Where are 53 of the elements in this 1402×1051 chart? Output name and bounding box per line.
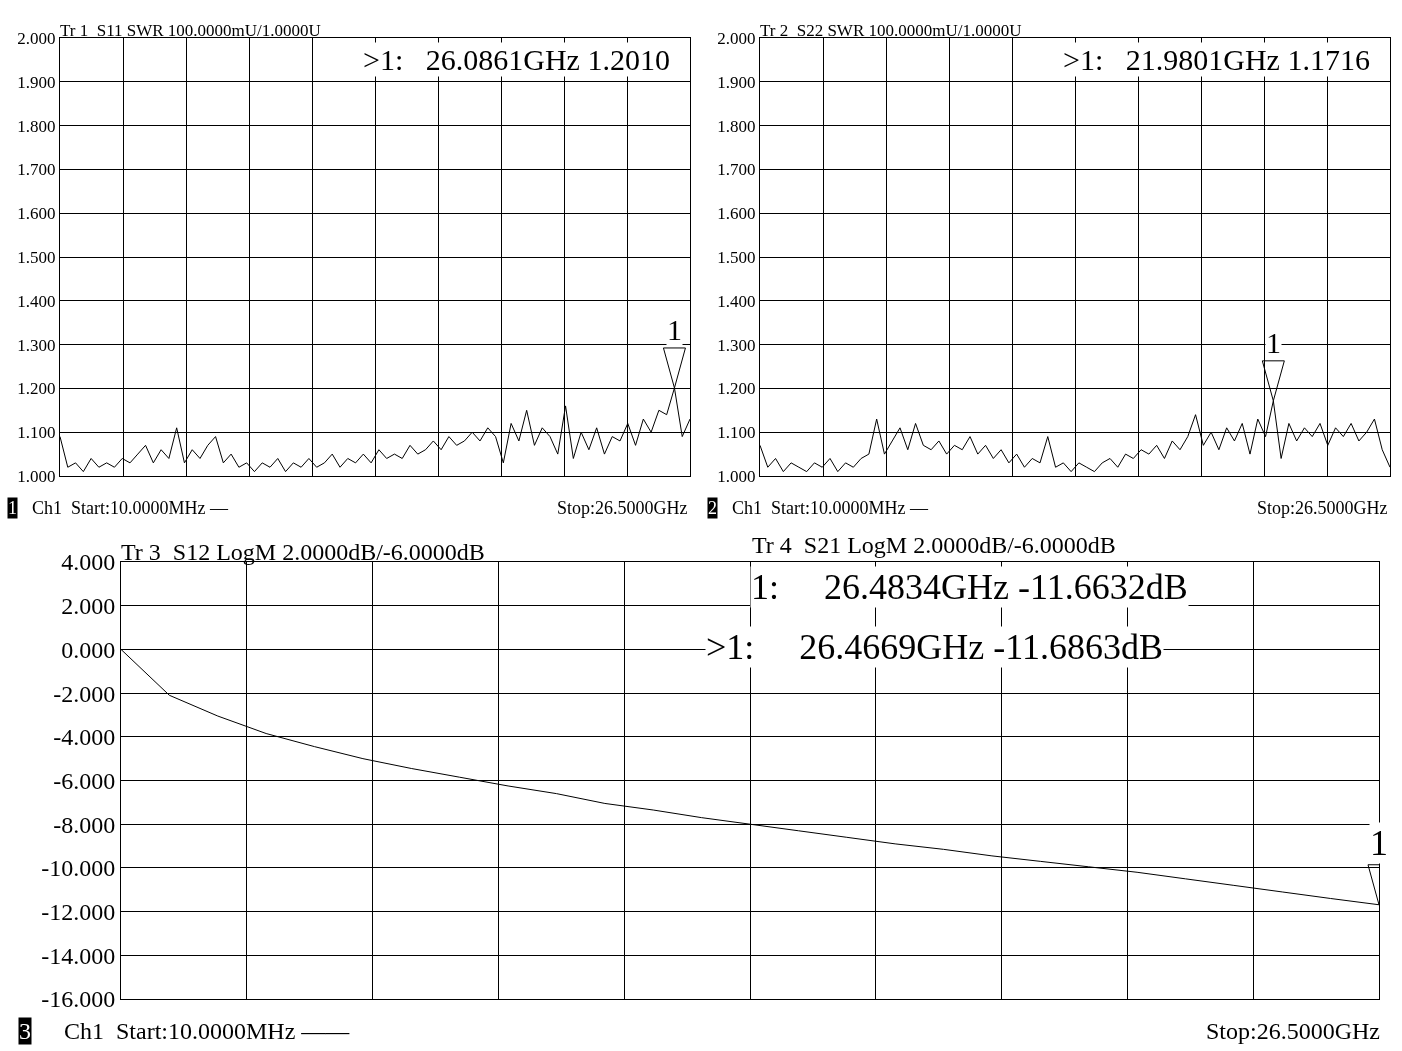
y-tick-label: 1.600	[17, 204, 56, 224]
y-tick-label: -6.000	[53, 767, 116, 794]
text: Stop:26.5000GHz	[1206, 1018, 1380, 1044]
text: Ch1 Start:10.0000MHz —	[32, 498, 229, 518]
y-tick-label: 1.000	[17, 466, 56, 486]
text: Stop:26.5000GHz	[557, 498, 688, 518]
chart-title: Tr 2 S22 SWR 100.0000mU/1.0000U	[760, 21, 1022, 40]
y-tick-label: 1.200	[717, 379, 756, 399]
annotation: >1: 26.4669GHz -11.6863dB	[706, 627, 1163, 667]
y-tick-label: -2.000	[53, 680, 116, 707]
y-tick-label: -10.000	[41, 855, 116, 882]
y-tick-label: 1.400	[717, 291, 756, 311]
annotation: >1: 26.0861GHz 1.2010	[363, 43, 670, 76]
y-tick-label: 2.000	[17, 28, 56, 48]
y-tick-label: 1.000	[717, 466, 756, 486]
y-tick-label: 1.300	[717, 335, 756, 355]
y-tick-label: -16.000	[41, 986, 116, 1013]
y-tick-label: -14.000	[41, 942, 116, 969]
annotation: 1	[667, 313, 682, 346]
y-tick-label: 2.000	[61, 593, 116, 620]
y-tick-label: 1.500	[17, 247, 56, 267]
y-tick-label: 1.100	[17, 423, 56, 443]
y-tick-label: -8.000	[53, 811, 116, 838]
y-tick-label: 1.400	[17, 291, 56, 311]
y-tick-label: 2.000	[717, 28, 756, 48]
chart-title: Tr 1 S11 SWR 100.0000mU/1.0000U	[60, 21, 321, 40]
y-tick-label: 0.000	[61, 636, 116, 663]
y-tick-label: 1.800	[17, 116, 56, 136]
chart-title: Tr 3 S12 LogM 2.0000dB/-6.0000dB	[121, 539, 485, 565]
y-tick-label: 1.100	[717, 423, 756, 443]
y-tick-label: 1.200	[17, 379, 56, 399]
text: Ch1 Start:10.0000MHz —	[732, 498, 929, 518]
y-tick-label: 1.500	[717, 247, 756, 267]
annotation: >1: 21.9801GHz 1.1716	[1063, 43, 1370, 76]
y-tick-label: 1.600	[717, 204, 756, 224]
y-tick-label: 1.800	[717, 116, 756, 136]
annotation: 1	[1370, 823, 1388, 863]
text: 3	[19, 1018, 31, 1044]
y-tick-label: 1.700	[717, 160, 756, 180]
text: Stop:26.5000GHz	[1257, 498, 1388, 518]
y-tick-label: 4.000	[61, 549, 116, 576]
text: 1	[8, 498, 17, 518]
annotation: 1	[1266, 326, 1281, 359]
y-tick-label: -4.000	[53, 724, 116, 751]
text: Ch1 Start:10.0000MHz ——	[64, 1018, 351, 1044]
text: 2	[708, 498, 717, 518]
y-tick-label: 1.900	[717, 72, 756, 92]
y-tick-label: -12.000	[41, 899, 116, 925]
y-tick-label: 1.900	[17, 72, 56, 92]
chart-subtitle: Tr 4 S21 LogM 2.0000dB/-6.0000dB	[752, 532, 1116, 558]
y-tick-label: 1.300	[17, 335, 56, 355]
y-tick-label: 1.700	[17, 160, 56, 180]
annotation: 1: 26.4834GHz -11.6632dB	[751, 567, 1188, 607]
